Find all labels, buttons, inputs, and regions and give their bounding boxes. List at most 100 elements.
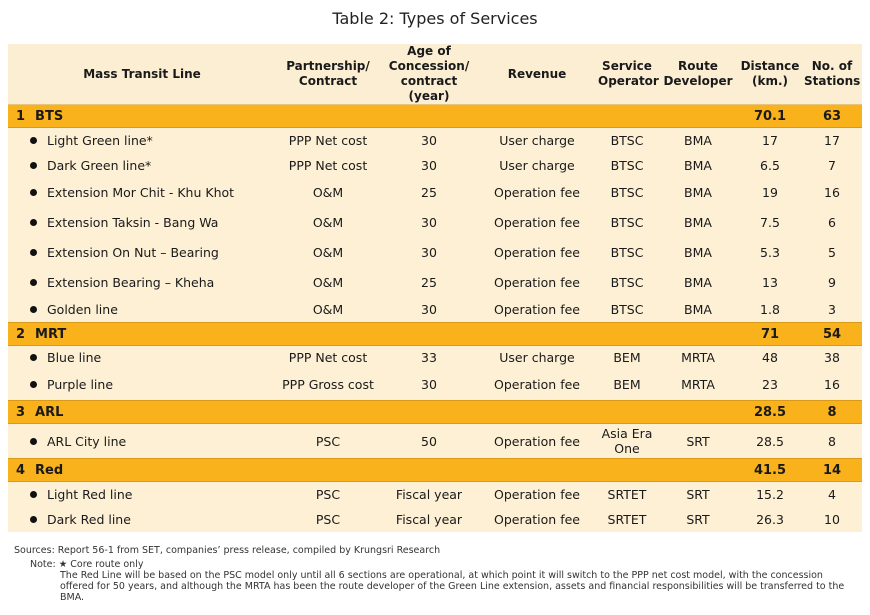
- operator-cell: SRTET: [596, 506, 658, 532]
- distance-cell: 28.5: [738, 423, 802, 459]
- category-name: 2 MRT: [8, 322, 738, 346]
- age-cell: 30: [380, 207, 478, 238]
- category-row: 4 Red 41.5 14: [8, 458, 862, 482]
- services-table: Mass Transit Line Partnership/ Contract …: [8, 44, 862, 532]
- stations-cell: 8: [802, 423, 862, 459]
- operator-cell: BEM: [596, 368, 658, 401]
- line-name: Dark Red line: [47, 511, 131, 527]
- revenue-cell: Operation fee: [478, 368, 596, 401]
- bullet-icon: [30, 353, 37, 361]
- category-stations: 14: [802, 458, 862, 482]
- distance-cell: 23: [738, 368, 802, 401]
- table-row: ARL City line PSC 50 Operation fee Asia Era …: [8, 423, 862, 459]
- line-name-cell: Extension Taksin - Bang Wa: [8, 207, 276, 238]
- table-row: Extension On Nut – Bearing O&M 30 Operation…: [8, 237, 862, 268]
- stations-cell: 6: [802, 207, 862, 238]
- category-row: 3 ARL 28.5 8: [8, 400, 862, 424]
- partnership-cell: PSC: [276, 506, 380, 532]
- revenue-cell: Operation fee: [478, 177, 596, 208]
- line-name-cell: ARL City line: [8, 423, 276, 459]
- footnotes: Sources: Report 56-1 from SET, companies…: [14, 545, 859, 603]
- age-cell: 25: [380, 177, 478, 208]
- developer-cell: SRT: [658, 506, 738, 532]
- revenue-cell: Operation fee: [478, 481, 596, 507]
- line-name: Golden line: [47, 302, 118, 318]
- revenue-cell: Operation fee: [478, 297, 596, 323]
- revenue-cell: Operation fee: [478, 506, 596, 532]
- distance-cell: 1.8: [738, 297, 802, 323]
- stations-cell: 17: [802, 127, 862, 153]
- bullet-icon: [30, 219, 37, 226]
- distance-cell: 26.3: [738, 506, 802, 532]
- line-name-cell: Extension On Nut – Bearing: [8, 237, 276, 268]
- revenue-cell: Operation fee: [478, 207, 596, 238]
- header-stations: No. of Stations: [802, 44, 862, 105]
- header-distance: Distance (km.): [738, 44, 802, 105]
- header-line: Mass Transit Line: [8, 44, 276, 105]
- table-row: Dark Red line PSC Fiscal year Operation fee…: [8, 506, 862, 532]
- bullet-icon: [30, 490, 37, 498]
- header-partnership: Partnership/ Contract: [276, 44, 380, 105]
- bullet-icon: [30, 306, 37, 314]
- distance-cell: 15.2: [738, 481, 802, 507]
- header-developer: Route Developer: [658, 44, 738, 105]
- category-number: 1: [16, 108, 26, 124]
- age-cell: 25: [380, 267, 478, 298]
- bullet-icon: [30, 249, 37, 256]
- partnership-cell: PSC: [276, 481, 380, 507]
- developer-cell: BMA: [658, 127, 738, 153]
- header-age: Age of Concession/ contract (year): [380, 44, 478, 105]
- table-row: Extension Bearing – Kheha O&M 25 Operation …: [8, 267, 862, 298]
- bullet-icon: [30, 279, 37, 286]
- table-row: Light Green line* PPP Net cost 30 User char…: [8, 127, 862, 153]
- stations-cell: 9: [802, 267, 862, 298]
- category-stations: 54: [802, 322, 862, 346]
- developer-cell: BMA: [658, 207, 738, 238]
- category-label: MRT: [35, 326, 67, 342]
- category-name: 4 Red: [8, 458, 738, 482]
- bullet-icon: [30, 380, 37, 388]
- category-distance: 70.1: [738, 104, 802, 128]
- operator-cell: BTSC: [596, 177, 658, 208]
- partnership-cell: PPP Net cost: [276, 152, 380, 178]
- age-cell: 30: [380, 297, 478, 323]
- line-name: Light Red line: [47, 486, 133, 502]
- table-row: Extension Mor Chit - Khu Khot O&M 25 Operat…: [8, 177, 862, 208]
- core-route-note: Note: ★ Core route only: [30, 559, 144, 570]
- table-row: Purple line PPP Gross cost 30 Operation fee…: [8, 368, 862, 401]
- stations-cell: 10: [802, 506, 862, 532]
- developer-cell: BMA: [658, 267, 738, 298]
- operator-cell: BTSC: [596, 297, 658, 323]
- partnership-cell: PPP Net cost: [276, 345, 380, 369]
- age-cell: 30: [380, 152, 478, 178]
- category-distance: 71: [738, 322, 802, 346]
- operator-cell: BTSC: [596, 127, 658, 153]
- category-distance: 41.5: [738, 458, 802, 482]
- line-name-cell: Extension Mor Chit - Khu Khot: [8, 177, 276, 208]
- operator-cell: BTSC: [596, 237, 658, 268]
- table-row: Light Red line PSC Fiscal year Operation fe…: [8, 481, 862, 507]
- developer-cell: BMA: [658, 237, 738, 268]
- partnership-cell: PSC: [276, 423, 380, 459]
- category-number: 3: [16, 404, 26, 420]
- category-number: 4: [16, 462, 26, 478]
- partnership-cell: O&M: [276, 297, 380, 323]
- partnership-cell: O&M: [276, 207, 380, 238]
- line-name: Extension Taksin - Bang Wa: [47, 215, 219, 230]
- line-name-cell: Golden line: [8, 297, 276, 323]
- line-name-cell: Light Red line: [8, 481, 276, 507]
- revenue-cell: User charge: [478, 345, 596, 369]
- category-distance: 28.5: [738, 400, 802, 424]
- line-name-cell: Extension Bearing – Kheha: [8, 267, 276, 298]
- bullet-icon: [30, 136, 37, 144]
- red-line-note: The Red Line will be based on the PSC mo…: [60, 570, 845, 603]
- category-row: 1 BTS 70.1 63: [8, 104, 862, 128]
- distance-cell: 7.5: [738, 207, 802, 238]
- line-name: Extension Bearing – Kheha: [47, 275, 215, 290]
- stations-cell: 3: [802, 297, 862, 323]
- line-name: Extension Mor Chit - Khu Khot: [47, 185, 235, 200]
- line-name: Blue line: [47, 349, 102, 365]
- category-label: BTS: [35, 108, 64, 124]
- line-name: Purple line: [47, 376, 114, 392]
- category-row: 2 MRT 71 54: [8, 322, 862, 346]
